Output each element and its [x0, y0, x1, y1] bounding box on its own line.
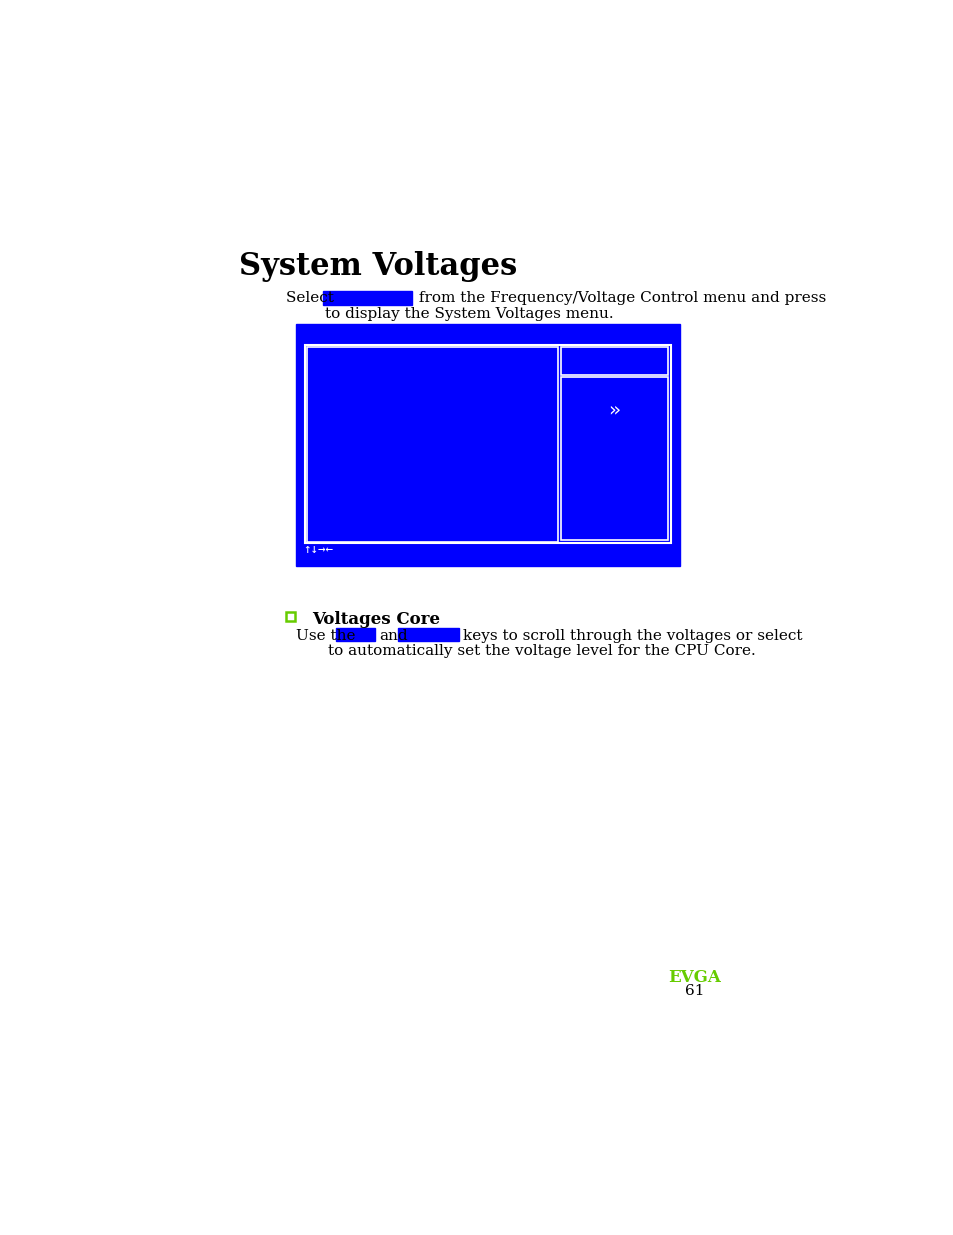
- Text: ↑↓→←: ↑↓→←: [303, 543, 334, 556]
- Text: to automatically set the voltage level for the CPU Core.: to automatically set the voltage level f…: [328, 645, 755, 658]
- Text: keys to scroll through the voltages or select: keys to scroll through the voltages or s…: [463, 629, 802, 642]
- Text: Voltages Core: Voltages Core: [312, 611, 439, 627]
- FancyBboxPatch shape: [560, 347, 667, 375]
- Text: from the Frequency/Voltage Control menu and press: from the Frequency/Voltage Control menu …: [414, 291, 825, 305]
- Text: Use the: Use the: [295, 629, 355, 642]
- Text: Select: Select: [286, 291, 338, 305]
- Text: EVGA: EVGA: [668, 969, 720, 986]
- FancyBboxPatch shape: [295, 324, 679, 567]
- Text: »: »: [608, 400, 619, 419]
- FancyBboxPatch shape: [323, 290, 412, 305]
- FancyBboxPatch shape: [335, 627, 375, 641]
- FancyBboxPatch shape: [286, 611, 294, 621]
- Text: and: and: [379, 629, 408, 642]
- Text: System Voltages: System Voltages: [239, 251, 517, 282]
- FancyBboxPatch shape: [560, 377, 667, 540]
- Text: to display the System Voltages menu.: to display the System Voltages menu.: [286, 306, 613, 321]
- FancyBboxPatch shape: [307, 347, 558, 542]
- FancyBboxPatch shape: [305, 346, 670, 543]
- FancyBboxPatch shape: [397, 627, 458, 641]
- Text: 61: 61: [684, 984, 704, 998]
